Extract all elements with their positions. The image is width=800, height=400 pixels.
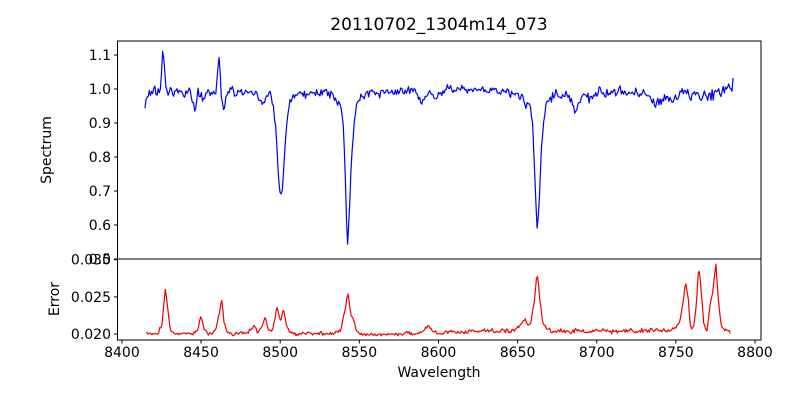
y-tick-label: 0.020 [71, 327, 111, 343]
x-tick-label: 8500 [262, 345, 298, 361]
y-tick-label: 0.5 [89, 252, 111, 268]
spectrum-y-ticks: 1.1 1.0 0.9 0.8 0.7 0.6 0.5 [89, 48, 118, 268]
x-tick-label: 8650 [500, 345, 536, 361]
y-tick-label: 0.6 [89, 218, 111, 234]
x-axis-ticks: 8400 8450 8500 8550 8600 8650 8700 8750 8800 [104, 340, 773, 361]
x-tick-label: 8550 [342, 345, 378, 361]
y-tick-label: 1.1 [89, 48, 111, 64]
x-tick-label: 8600 [421, 345, 457, 361]
spectrum-axes [117, 40, 762, 260]
error-axes [117, 258, 762, 341]
y-tick-label: 0.030 [71, 253, 111, 269]
y-tick-label: 0.025 [71, 290, 111, 306]
y-tick-label: 0.8 [89, 150, 111, 166]
error-y-ticks: 0.030 0.025 0.020 [71, 253, 118, 343]
y-tick-label: 0.7 [89, 184, 111, 200]
y-axis-label-error: Error [47, 281, 63, 317]
error-line [145, 263, 731, 337]
y-axis-label-spectrum: Spectrum [39, 116, 55, 184]
x-tick-label: 8800 [737, 345, 773, 361]
chart-title: 20110702_1304m14_073 [330, 15, 548, 35]
y-tick-label: 1.0 [89, 82, 111, 98]
x-tick-label: 8750 [658, 345, 694, 361]
y-tick-label: 0.9 [89, 116, 111, 132]
x-tick-label: 8400 [104, 345, 140, 361]
x-tick-label: 8700 [579, 345, 615, 361]
x-axis-label: Wavelength [397, 365, 481, 381]
x-tick-label: 8450 [183, 345, 219, 361]
spectrum-line [144, 50, 734, 245]
